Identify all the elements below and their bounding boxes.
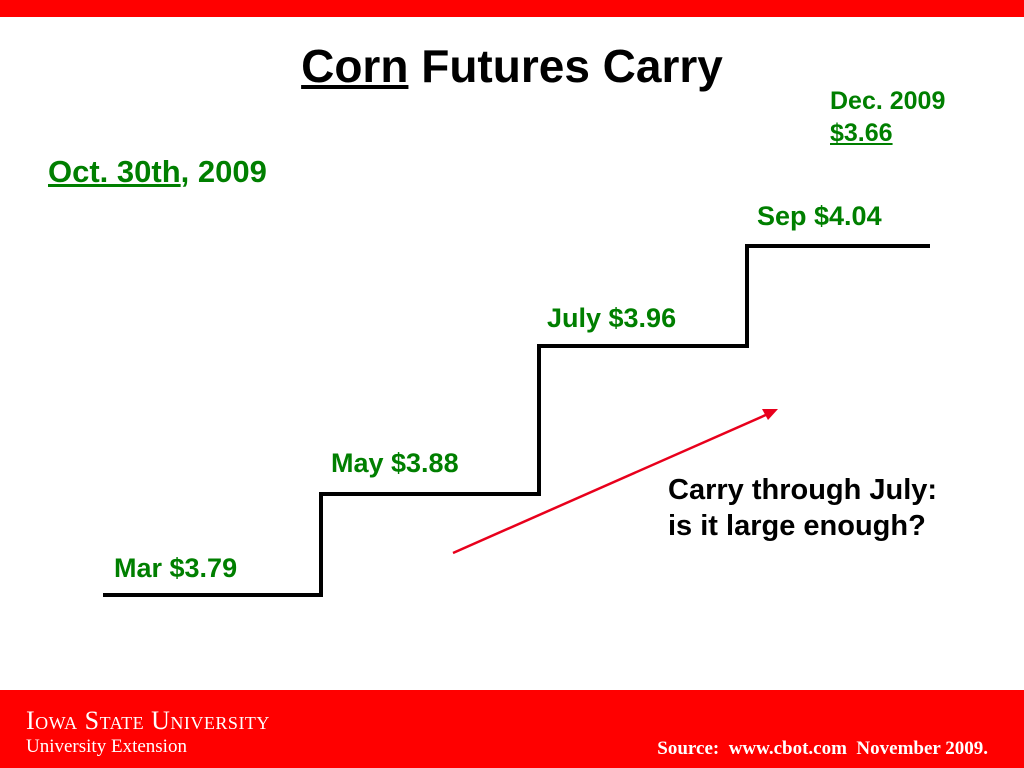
source-citation: Source: www.cbot.com November 2009. [657,738,988,759]
logo-extension: University Extension [26,736,187,757]
step-label-july: July $3.96 [547,303,677,333]
date-label: Oct. 30th, 2009 [48,152,267,192]
dec-2009-month: Dec. 2009 [830,87,946,115]
logo-university-name: Iowa State University [26,706,270,735]
footer-bar [0,690,1024,768]
carry-note: Carry through July: is it large enough? [668,474,938,542]
university-logo: Iowa State University University Extensi… [26,706,270,758]
date-underlined: Oct. 30th [48,154,181,189]
step-label-may: May $3.88 [331,448,459,478]
staircase-line [103,244,930,597]
title-rest: Futures Carry [408,40,723,92]
date-rest: , 2009 [180,154,267,189]
step-label-mar: Mar $3.79 [114,553,238,583]
title-corn: Corn [301,40,409,92]
trend-arrow-line [452,412,769,555]
dec-2009-label: Dec. 2009 $3.66 [830,85,945,149]
slide-title: Corn Futures Carry [0,38,1024,94]
top-red-bar [0,0,1024,17]
dec-2009-price: $3.66 [830,119,893,147]
trend-arrow-head [762,409,778,420]
step-label-sep: Sep $4.04 [757,201,882,231]
